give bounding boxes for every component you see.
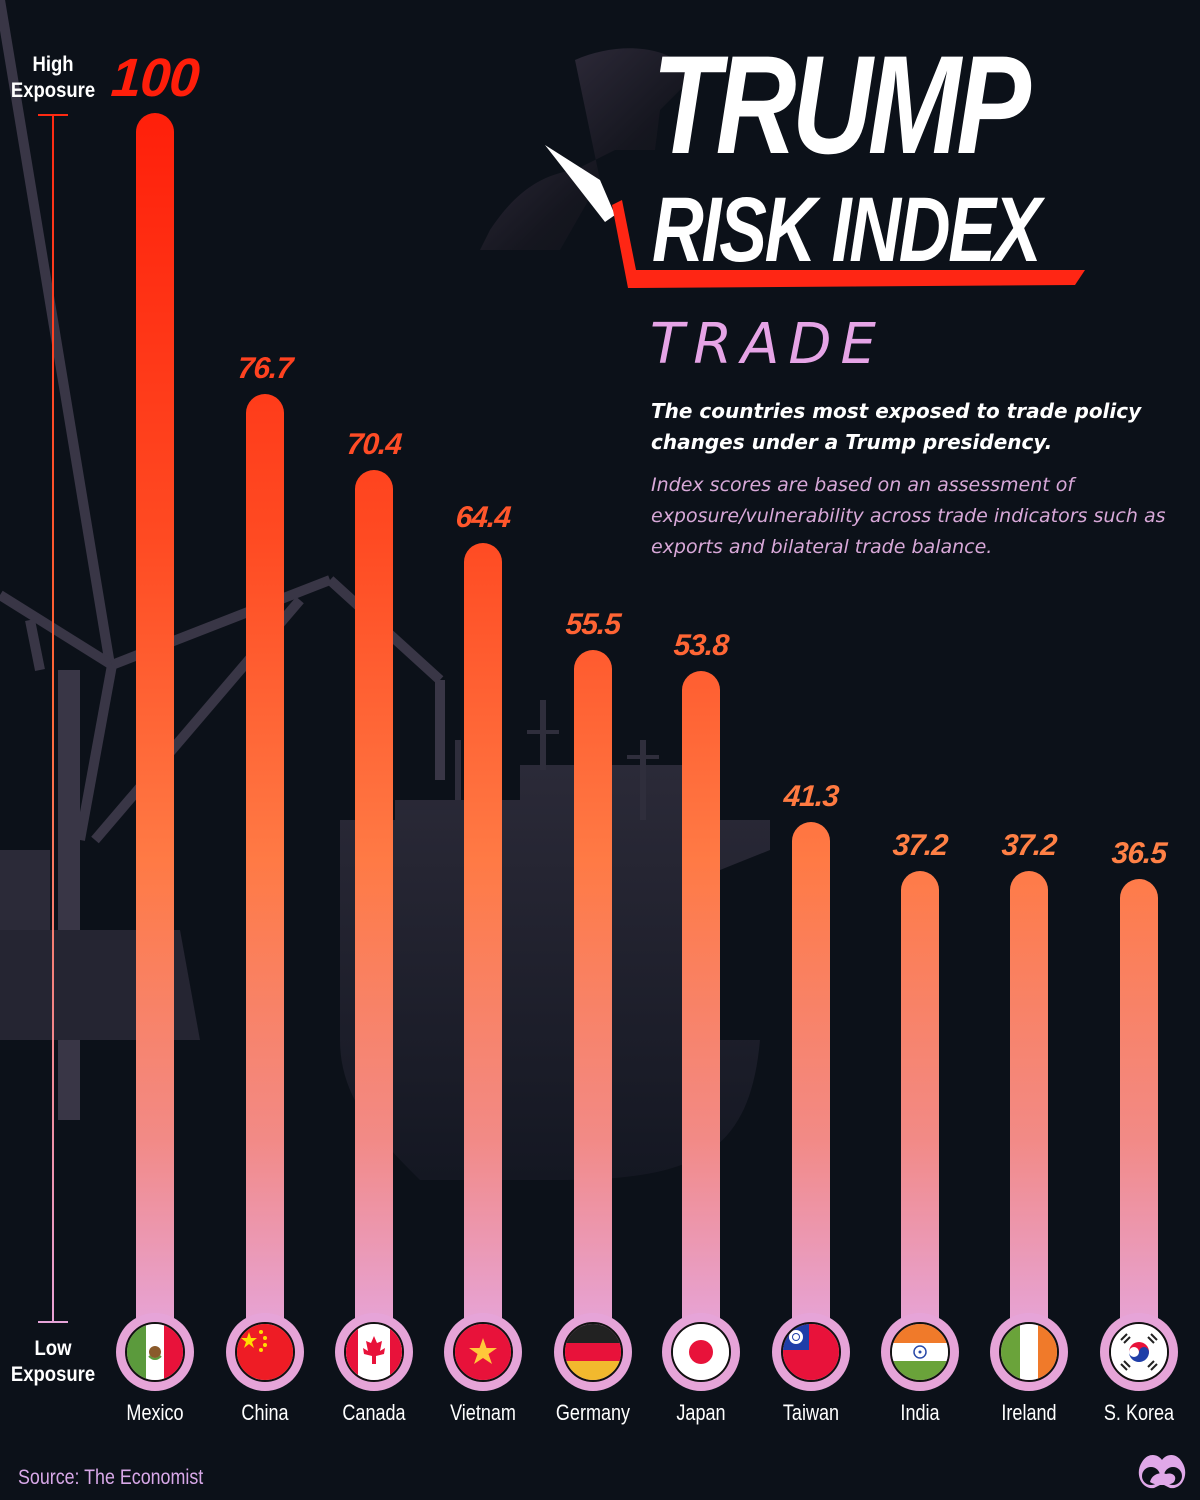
flag-endcap [554, 1313, 632, 1391]
high-label-line1: High [32, 53, 74, 76]
flag-endcap [444, 1313, 522, 1391]
bar-germany [574, 650, 612, 1330]
source-note: Source: The Economist [18, 1466, 204, 1489]
bar-canada [355, 470, 393, 1330]
value-label: 70.4 [345, 428, 403, 461]
ship-silhouette [340, 765, 770, 1180]
bar-skorea [1120, 879, 1158, 1330]
vietnam-flag-icon [453, 1322, 513, 1382]
value-label: 76.7 [236, 352, 294, 385]
low-exposure-label: Low Exposure [9, 1336, 97, 1388]
india-flag-icon [890, 1322, 950, 1382]
axis-cap-bottom [38, 1321, 68, 1323]
low-label-line2: Exposure [10, 1363, 96, 1386]
high-label-line2: Exposure [10, 79, 96, 102]
category-heading: TRADE [650, 312, 885, 377]
flag-endcap [881, 1313, 959, 1391]
china-flag-icon [235, 1322, 295, 1382]
crane-mast [58, 670, 80, 1120]
canada-flag-icon [344, 1322, 404, 1382]
title-line-2: RISK INDEX [652, 179, 1042, 281]
country-label: Germany [555, 1400, 631, 1425]
flag-endcap [662, 1313, 740, 1391]
bar-vietnam [464, 543, 502, 1330]
description: Index scores are based on an assessment … [651, 474, 1166, 558]
country-label: Japan [676, 1400, 726, 1425]
bar-china [246, 394, 284, 1330]
flag-endcap [116, 1313, 194, 1391]
japan-flag-icon [671, 1322, 731, 1382]
value-label: 55.5 [564, 608, 622, 641]
country-label: Vietnam [450, 1400, 516, 1425]
germany-flag-icon [563, 1322, 623, 1382]
value-label: 36.5 [1110, 837, 1168, 870]
country-label: Taiwan [782, 1400, 840, 1425]
flag-endcap [772, 1313, 850, 1391]
taiwan-flag-icon [781, 1322, 841, 1382]
flag-endcap [335, 1313, 413, 1391]
subtitle: The countries most exposed to trade poli… [651, 399, 1142, 454]
flag-endcap [1100, 1313, 1178, 1391]
value-label: 53.8 [672, 629, 730, 662]
bar-japan [682, 671, 720, 1330]
country-label: Mexico [126, 1400, 184, 1425]
country-label: S. Korea [1103, 1400, 1175, 1425]
country-label: China [241, 1400, 289, 1425]
mexico-flag-icon [125, 1322, 185, 1382]
value-label: 100 [109, 48, 201, 108]
bar-taiwan [792, 822, 830, 1330]
exposure-axis-line [52, 115, 54, 1322]
flag-endcap [226, 1313, 304, 1391]
value-label: 37.2 [1000, 829, 1058, 862]
low-label-line1: Low [34, 1337, 72, 1360]
binoculars-logo-icon [1138, 1455, 1186, 1489]
axis-cap-top [38, 114, 68, 116]
value-label: 37.2 [891, 829, 949, 862]
south-korea-flag-icon [1109, 1322, 1169, 1382]
bar-mexico [136, 113, 174, 1330]
title-line-1: TRUMP [652, 26, 1031, 183]
flag-endcap [990, 1313, 1068, 1391]
bar-india [901, 871, 939, 1330]
country-label: Canada [342, 1400, 406, 1425]
tie-underline [612, 200, 1085, 288]
value-label: 41.3 [782, 780, 840, 813]
high-exposure-label: High Exposure [9, 52, 97, 104]
country-label: India [900, 1400, 940, 1425]
person-silhouette [480, 48, 690, 250]
ireland-flag-icon [999, 1322, 1059, 1382]
bar-ireland [1010, 871, 1048, 1330]
value-label: 64.4 [454, 501, 512, 534]
country-label: Ireland [1001, 1400, 1057, 1425]
